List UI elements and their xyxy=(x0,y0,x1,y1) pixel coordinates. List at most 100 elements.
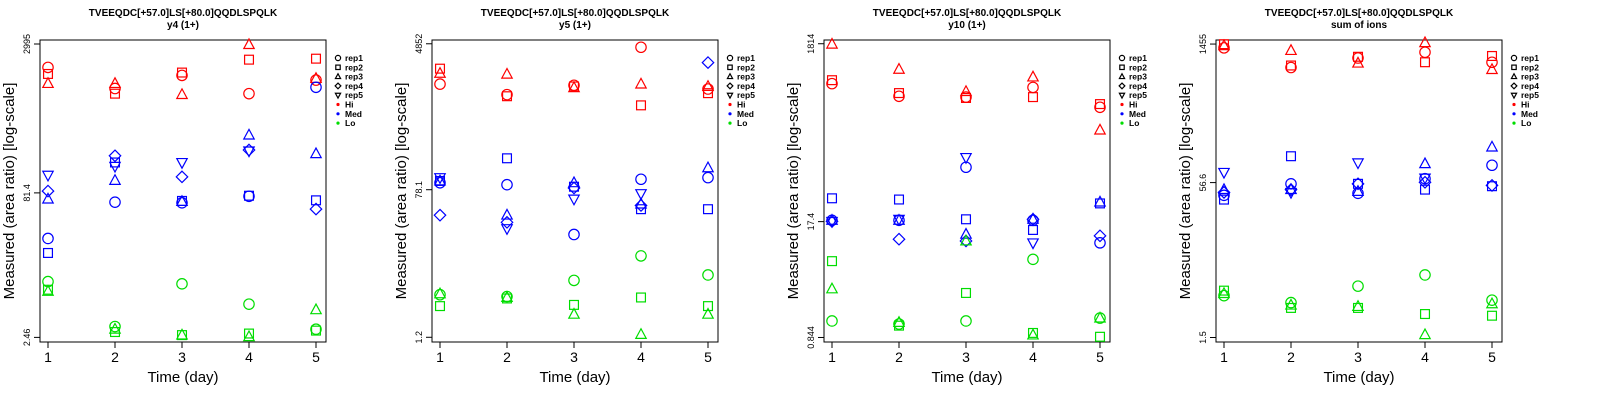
data-point-hi-rep3 xyxy=(1026,70,1040,82)
legend-label-med: Med xyxy=(737,109,754,119)
y-axis-label: Measured (area ratio) [log-scale] xyxy=(785,83,802,300)
legend-marker-rep2 xyxy=(727,64,733,71)
data-point-lo-rep3 xyxy=(1026,328,1040,340)
data-point-hi-rep3 xyxy=(309,71,323,83)
data-point-hi-rep2 xyxy=(960,92,972,103)
legend-marker-rep1 xyxy=(1118,54,1126,62)
data-point-lo-rep2 xyxy=(501,293,513,304)
legend-label-lo: Lo xyxy=(1129,118,1139,128)
panel-title: TVEEQDC[+57.0]LS[+80.0]QQDLSPQLK xyxy=(481,8,670,19)
data-point-med-rep1 xyxy=(702,171,714,184)
legend-marker-rep2 xyxy=(1511,64,1517,71)
data-point-hi-rep2 xyxy=(826,75,838,86)
data-point-lo-rep3 xyxy=(959,233,973,246)
data-point-med-rep2 xyxy=(42,247,54,258)
plot-frame xyxy=(823,39,1111,343)
data-point-med-rep1 xyxy=(1486,159,1498,172)
data-point-lo-rep2 xyxy=(635,292,647,303)
legend-marker-rep1 xyxy=(334,54,342,62)
data-point-med-rep5 xyxy=(242,146,256,158)
data-point-med-rep1 xyxy=(42,232,54,245)
legend-label-rep2: rep2 xyxy=(1129,62,1147,72)
x-tick-label: 1 xyxy=(44,349,52,365)
legend-label-med: Med xyxy=(345,109,362,119)
data-point-lo-rep1 xyxy=(568,274,580,287)
y-axis-label: Measured (area ratio) [log-scale] xyxy=(1177,83,1194,300)
data-point-lo-rep3 xyxy=(1217,286,1231,299)
data-point-lo-rep1 xyxy=(243,298,255,310)
data-point-med-rep5 xyxy=(634,189,648,201)
data-point-med-rep5 xyxy=(175,157,189,170)
data-point-med-rep3 xyxy=(242,128,256,140)
data-point-med-rep3 xyxy=(1418,156,1432,169)
x-tick-label: 2 xyxy=(503,349,511,365)
legend-marker-rep4 xyxy=(334,82,342,90)
data-point-hi-rep2 xyxy=(1352,51,1364,62)
data-point-hi-rep1 xyxy=(1486,56,1498,69)
legend-label-rep4: rep4 xyxy=(737,81,755,91)
data-point-lo-rep1 xyxy=(1285,296,1297,309)
panel-title: TVEEQDC[+57.0]LS[+80.0]QQDLSPQLK xyxy=(1265,8,1454,19)
data-point-lo-rep1 xyxy=(893,318,905,330)
data-point-hi-rep1 xyxy=(826,77,838,90)
data-point-lo-rep3 xyxy=(1093,311,1107,323)
plot-frame xyxy=(431,39,719,343)
data-point-med-rep2 xyxy=(1218,194,1230,205)
x-tick-label: 5 xyxy=(704,349,712,365)
data-point-hi-rep2 xyxy=(109,88,121,99)
legend-marker-hi xyxy=(1512,102,1516,107)
data-point-lo-rep3 xyxy=(500,290,514,302)
data-point-med-rep5 xyxy=(433,173,447,185)
data-point-hi-rep1 xyxy=(243,87,255,100)
legend-label-rep5: rep5 xyxy=(1129,90,1147,100)
y-axis-label: Measured (area ratio) [log-scale] xyxy=(393,83,410,300)
legend-marker-lo xyxy=(728,121,732,125)
legend-marker-lo xyxy=(1512,121,1516,125)
data-point-lo-rep1 xyxy=(176,278,188,290)
data-point-hi-rep1 xyxy=(1419,46,1431,59)
legend-marker-med xyxy=(1512,112,1516,116)
data-point-hi-rep3 xyxy=(242,37,256,50)
data-point-hi-rep1 xyxy=(635,41,647,54)
data-point-lo-rep3 xyxy=(825,281,839,294)
data-point-med-rep2 xyxy=(501,153,513,164)
x-tick-label: 3 xyxy=(178,349,186,365)
legend-marker-hi xyxy=(728,102,732,107)
x-tick-label: 2 xyxy=(895,349,903,365)
data-point-lo-rep1 xyxy=(310,323,322,335)
data-point-lo-rep1 xyxy=(1027,253,1039,266)
legend-label-hi: Hi xyxy=(737,100,746,110)
data-point-lo-rep3 xyxy=(634,327,648,339)
x-tick-label: 4 xyxy=(245,349,253,365)
legend-marker-rep3 xyxy=(334,72,342,80)
data-point-lo-rep3 xyxy=(701,307,715,319)
data-point-hi-rep2 xyxy=(501,91,513,102)
data-point-med-rep4 xyxy=(1093,229,1107,243)
data-point-med-rep3 xyxy=(175,194,189,207)
y-tick-label: 1814 xyxy=(806,34,816,54)
legend-label-rep2: rep2 xyxy=(1521,62,1539,72)
data-point-hi-rep2 xyxy=(635,100,647,111)
data-point-hi-rep2 xyxy=(1094,99,1106,110)
data-point-med-rep3 xyxy=(500,208,514,220)
data-point-lo-rep1 xyxy=(826,315,838,327)
data-point-lo-rep1 xyxy=(1486,294,1498,306)
x-tick-label: 2 xyxy=(1287,349,1295,365)
y-tick-label: 1455 xyxy=(1198,34,1208,54)
legend-marker-rep3 xyxy=(1510,72,1518,80)
data-point-lo-rep2 xyxy=(1094,331,1106,342)
data-point-med-rep3 xyxy=(1351,184,1365,196)
data-point-med-rep3 xyxy=(41,192,55,204)
x-tick-label: 1 xyxy=(436,349,444,365)
data-point-hi-rep3 xyxy=(41,76,55,89)
legend-label-rep1: rep1 xyxy=(1521,53,1539,63)
data-point-lo-rep1 xyxy=(1352,280,1364,292)
legend-label-hi: Hi xyxy=(1129,100,1138,110)
y-tick-label: 0.844 xyxy=(806,326,816,349)
data-point-med-rep1 xyxy=(1218,189,1230,202)
data-point-med-rep4 xyxy=(175,170,189,184)
data-point-med-rep3 xyxy=(1485,140,1499,152)
data-point-med-rep2 xyxy=(1352,178,1364,189)
legend-label-rep5: rep5 xyxy=(345,90,363,100)
